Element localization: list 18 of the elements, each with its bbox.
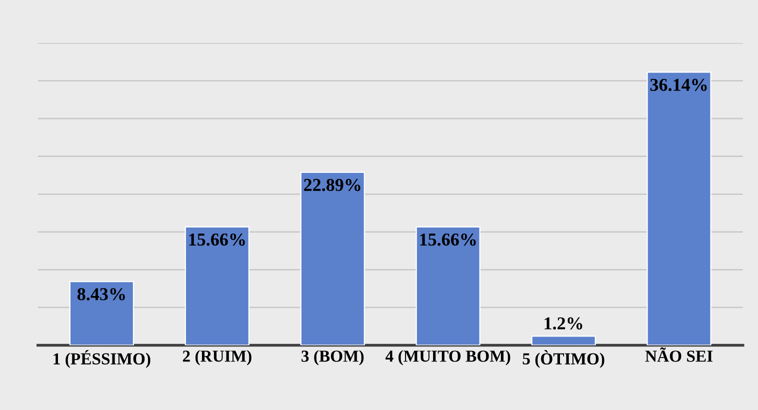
bar <box>184 226 250 346</box>
bar <box>646 72 712 346</box>
data-label: 1.2% <box>544 317 582 330</box>
data-label: 8.43% <box>77 288 125 300</box>
bar <box>300 172 365 346</box>
x-tick-label: 1 (PÉSSIMO) <box>54 350 150 368</box>
data-label: 15.66% <box>189 233 245 246</box>
data-label: 36.14% <box>650 78 707 92</box>
x-tick-label: 3 (BOM) <box>302 350 364 366</box>
x-tick-label: NÃO SEI <box>645 347 713 362</box>
data-label: 22.89% <box>304 178 360 192</box>
x-tick-label: 2 (RUIM) <box>182 350 252 366</box>
x-tick-label: 5 (ÒTIMO) <box>522 350 604 368</box>
x-tick-label: 4 (MUITO BOM) <box>386 350 510 366</box>
data-label: 15.66% <box>420 233 476 246</box>
bar <box>416 226 480 346</box>
bar <box>69 280 134 346</box>
bar <box>531 336 596 346</box>
